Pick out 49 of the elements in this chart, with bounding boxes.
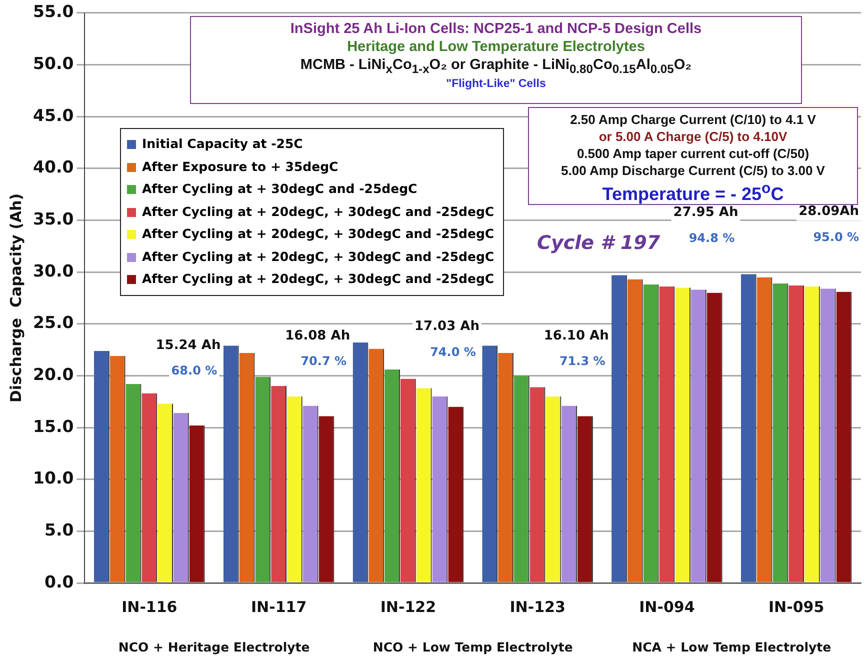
legend-label: After Cycling at + 20degC, + 30degC and -25degC	[141, 225, 496, 243]
annotation: 27.95 Ah	[673, 205, 738, 220]
legend-label: After Cycling at + 30degC and -25degC	[141, 180, 418, 198]
x-tick-label: IN-117	[250, 598, 307, 616]
x-tick-label: IN-123	[510, 598, 566, 616]
annotation: 68.0 %	[171, 364, 218, 378]
x-tick-label: IN-095	[768, 598, 824, 616]
y-tick-label: 50.0	[32, 54, 74, 74]
y-axis-title: Discharge Capacity (Ah)	[6, 193, 25, 403]
y-tick-label: 45.0	[32, 106, 74, 125]
annotation: 70.7 %	[300, 354, 347, 368]
annotation: Temperature = - 25$^{o}$C	[601, 180, 785, 206]
annotation: 74.0 %	[430, 344, 476, 359]
legend-label: After Cycling at + 20degC, + 30degC and -25degC	[141, 270, 496, 288]
text: NCO + Heritage Electrolyte	[118, 639, 310, 654]
y-tick-label: 10.0	[32, 468, 74, 488]
y-tick-label: 40.0	[32, 158, 74, 177]
title-box: InSight 25 Ah Li-Ion Cells: NCP25-1 and NCP-5 Design Cells Heritage and Low Temperature Electrolytes MCMB - LiNi$_{x}$Co$_{1-x}$O₂ or Graphite - LiNi$_{0.80}$Co$_{0.15}$Al$_{0.05}$O₂ "Flight-Like" Cells	[190, 16, 802, 104]
legend-label: After Exposure to + 35degC	[141, 158, 340, 176]
y-tick-label: 30.0	[32, 261, 74, 280]
annotation: "Flight-Like" Cells	[445, 77, 547, 92]
text: NCO + Low Temp Electrolyte	[372, 639, 573, 654]
y-tick-label: 55.0	[32, 2, 74, 22]
y-tick-label: 20.0	[32, 364, 74, 384]
annotation: 16.08 Ah	[285, 328, 350, 344]
annotation: 5.00 Amp Discharge Current (C/5) to 3.00 V	[560, 162, 826, 180]
annotation: 28.09Ah	[798, 204, 859, 220]
annotation: 15.24 Ah	[156, 338, 221, 353]
annotation: or 5.00 A Charge (C/5) to 4.10V	[598, 128, 788, 146]
x-tick-label: IN-122	[380, 598, 436, 616]
annotation: 95.0 %	[813, 230, 859, 244]
x-tick-label: IN-116	[122, 598, 178, 616]
y-tick-label: 0.0	[44, 572, 74, 592]
x-tick-label: IN-094	[639, 598, 695, 616]
annotation: 17.03 Ah	[414, 319, 480, 334]
legend-label: After Cycling at + 20degC, + 30degC and -25degC	[141, 202, 496, 221]
annotation: Cycle # 197	[537, 232, 660, 254]
annotation: 71.3 %	[559, 354, 606, 368]
y-tick-label: 35.0	[32, 209, 74, 228]
y-tick-label: 25.0	[32, 313, 74, 332]
annotation: 94.8 %	[688, 230, 735, 245]
y-tick-label: 5.0	[44, 520, 74, 540]
annotation: 2.50 Amp Charge Current (C/10) to 4.1 V	[569, 112, 817, 129]
text: NCA + Low Temp Electrolyte	[632, 639, 832, 654]
legend-label: Initial Capacity at -25C	[141, 135, 304, 153]
legend-label: After Cycling at + 20degC, + 30degC and -25degC	[141, 248, 496, 266]
annotation: 0.500 Amp taper current cut-off (C/50)	[576, 146, 810, 163]
annotation: 16.10 Ah	[544, 328, 609, 344]
y-tick-label: 15.0	[32, 416, 74, 436]
